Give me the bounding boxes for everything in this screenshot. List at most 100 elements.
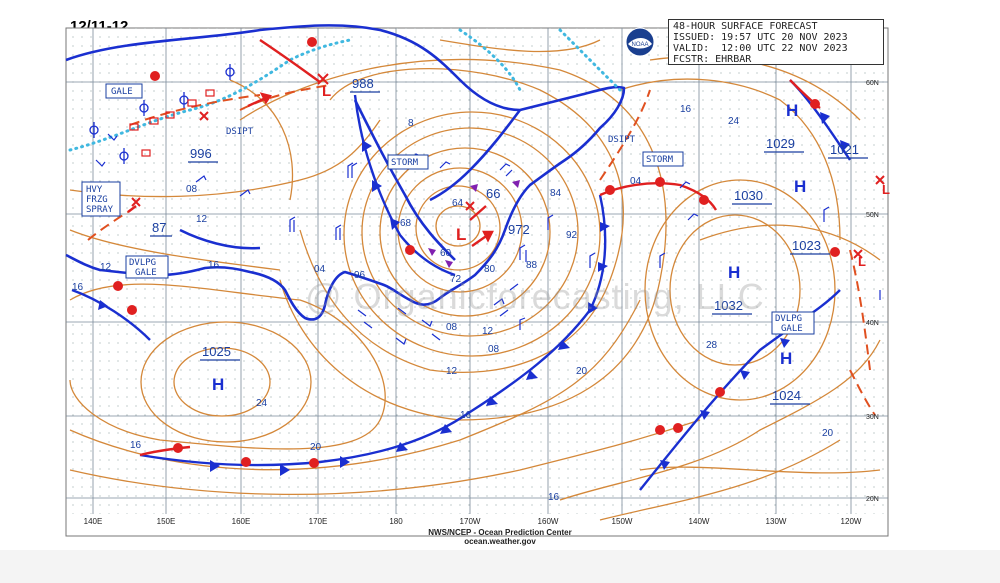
gale-label: GALE bbox=[111, 87, 133, 97]
wind-barbs bbox=[95, 133, 881, 345]
svg-text:12: 12 bbox=[446, 366, 458, 377]
purple-marks bbox=[428, 180, 520, 268]
ice-edge-line bbox=[68, 38, 352, 152]
svg-text:12: 12 bbox=[196, 214, 208, 225]
forecaster-line: FCSTR: EHRBAR bbox=[673, 54, 752, 65]
lon-label: 150W bbox=[612, 517, 633, 526]
svg-text:L: L bbox=[456, 225, 466, 244]
svg-text:H: H bbox=[212, 375, 224, 394]
svg-text:88: 88 bbox=[526, 260, 538, 271]
isobar bbox=[343, 111, 601, 357]
pressure-value: 1021 bbox=[830, 142, 859, 157]
lat-label: 60N bbox=[866, 80, 879, 87]
svg-text:24: 24 bbox=[256, 398, 268, 409]
svg-text:64: 64 bbox=[452, 198, 464, 209]
isobar bbox=[379, 147, 551, 317]
lon-label: 140W bbox=[689, 517, 710, 526]
svg-text:STORM: STORM bbox=[391, 158, 419, 168]
pressure-value: 1029 bbox=[766, 136, 795, 151]
cold-front bbox=[139, 194, 607, 467]
svg-text:16: 16 bbox=[208, 260, 220, 271]
svg-text:20: 20 bbox=[576, 366, 588, 377]
lon-label: 160E bbox=[232, 517, 251, 526]
lon-label: 170E bbox=[309, 517, 328, 526]
svg-text:16: 16 bbox=[680, 104, 692, 115]
track-line bbox=[849, 369, 876, 416]
lat-label: 50N bbox=[866, 212, 879, 219]
warm-fronts bbox=[113, 37, 840, 468]
lon-label: 150E bbox=[157, 517, 176, 526]
svg-text:H: H bbox=[786, 101, 798, 120]
svg-text:DSIPT: DSIPT bbox=[608, 135, 636, 145]
svg-text:96: 96 bbox=[354, 270, 366, 281]
pressure-value: 996 bbox=[190, 146, 212, 161]
svg-text:GALE: GALE bbox=[781, 324, 803, 334]
svg-text:84: 84 bbox=[550, 188, 562, 199]
lon-labels: 140E 150E 160E 170E 180 170W 160W 150W 1… bbox=[84, 517, 862, 526]
svg-text:92: 92 bbox=[566, 230, 578, 241]
coastline-main bbox=[65, 24, 626, 321]
svg-text:8: 8 bbox=[408, 118, 414, 129]
issued-line: ISSUED: 19:57 UTC 20 NOV 2023 bbox=[673, 32, 848, 43]
cold-fronts bbox=[71, 79, 851, 491]
warm-front bbox=[259, 39, 321, 83]
spray-boxes bbox=[129, 89, 215, 157]
svg-text:60: 60 bbox=[440, 248, 452, 259]
svg-text:H: H bbox=[780, 349, 792, 368]
svg-text:66: 66 bbox=[486, 186, 500, 201]
forecast-title-box: 48-HOUR SURFACE FORECAST ISSUED: 19:57 U… bbox=[668, 19, 884, 65]
lat-label: 20N bbox=[866, 496, 879, 503]
isobar bbox=[361, 127, 579, 337]
svg-text:28: 28 bbox=[706, 340, 718, 351]
lon-label: 120W bbox=[841, 517, 862, 526]
track-line bbox=[87, 211, 129, 241]
svg-text:L: L bbox=[858, 254, 866, 269]
pressure-underlines bbox=[150, 91, 868, 405]
lon-label: 160W bbox=[538, 517, 559, 526]
svg-text:GALE: GALE bbox=[135, 268, 157, 278]
pressure-value: 1030 bbox=[734, 188, 763, 203]
isobar bbox=[619, 78, 841, 241]
coastline-island bbox=[179, 228, 261, 250]
lat-label: 30N bbox=[866, 414, 879, 421]
isobar bbox=[140, 321, 312, 443]
track-line bbox=[599, 89, 651, 181]
isobar bbox=[69, 283, 386, 450]
svg-text:16: 16 bbox=[72, 282, 84, 293]
lat-label: 40N bbox=[866, 320, 879, 327]
isobar bbox=[299, 68, 624, 373]
cold-front bbox=[639, 289, 841, 491]
track-arrows bbox=[127, 92, 494, 247]
pressure-value: 972 bbox=[508, 222, 530, 237]
svg-text:DSIPT: DSIPT bbox=[226, 127, 254, 137]
coastline-inlet bbox=[353, 99, 456, 261]
pressure-values: 988 996 87 972 1029 1021 1030 1023 1032 … bbox=[152, 76, 859, 403]
dsipt-labels: DSIPT DSIPT bbox=[226, 127, 636, 145]
icing-symbols bbox=[89, 64, 235, 164]
svg-text:NOAA: NOAA bbox=[631, 42, 648, 48]
svg-text:12: 12 bbox=[482, 326, 494, 337]
svg-text:08: 08 bbox=[446, 322, 458, 333]
warm-front bbox=[139, 445, 191, 457]
svg-text:08: 08 bbox=[186, 184, 198, 195]
svg-text:80: 80 bbox=[484, 264, 496, 275]
svg-text:72: 72 bbox=[450, 274, 462, 285]
isobar-labels: 08 12 16 04 96 68 64 60 66 72 80 84 88 9… bbox=[72, 104, 834, 503]
isobar bbox=[173, 347, 271, 417]
pressure-value: 87 bbox=[152, 220, 166, 235]
cold-front bbox=[71, 288, 151, 341]
svg-text:L: L bbox=[882, 182, 890, 197]
ice-edge bbox=[68, 28, 622, 152]
svg-text:DVLPG: DVLPG bbox=[775, 314, 802, 324]
svg-text:20: 20 bbox=[310, 442, 322, 453]
isobar bbox=[435, 205, 481, 247]
pressure-value: 1023 bbox=[792, 238, 821, 253]
coastline-inlet bbox=[429, 109, 522, 202]
low-letters: L L L L bbox=[322, 83, 890, 269]
title-line: 48-HOUR SURFACE FORECAST bbox=[673, 21, 818, 32]
spray-label: SPRAY bbox=[86, 205, 114, 215]
svg-text:68: 68 bbox=[400, 218, 412, 229]
svg-text:20: 20 bbox=[822, 428, 834, 439]
lon-label: 130W bbox=[766, 517, 787, 526]
